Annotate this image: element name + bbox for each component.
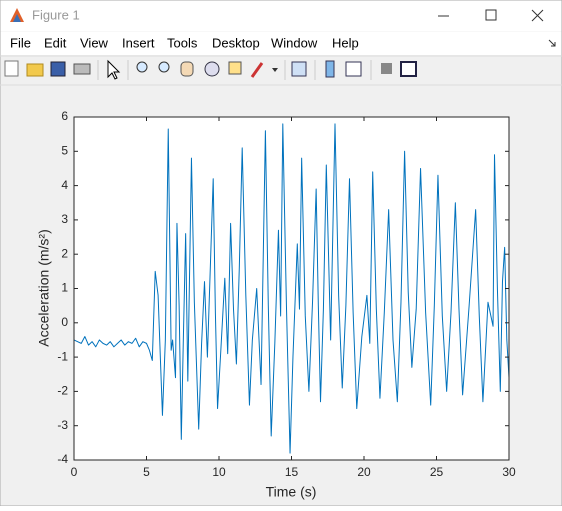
x-tick-label: 10	[212, 465, 226, 479]
maximize-button[interactable]	[485, 9, 497, 21]
x-tick-label: 20	[357, 465, 371, 479]
plot	[73, 123, 510, 454]
open-button[interactable]	[26, 63, 44, 77]
link-button[interactable]	[291, 61, 307, 77]
edit-plot-button[interactable]	[107, 59, 121, 80]
dock-button[interactable]	[548, 39, 556, 47]
menu-item[interactable]: View	[80, 35, 109, 50]
x-tick-label: 30	[502, 465, 516, 479]
x-tick-label: 5	[143, 465, 150, 479]
y-tick-label: 5	[61, 143, 68, 157]
zoom-out-button[interactable]	[158, 61, 170, 73]
show-tools-button[interactable]	[400, 61, 417, 77]
data-cursor-button[interactable]	[228, 61, 242, 75]
y-tick-label: 4	[61, 178, 68, 192]
y-tick-label: -1	[57, 349, 68, 363]
y-tick-label: -2	[57, 384, 68, 398]
menu-bar	[0, 32, 562, 55]
data-line	[73, 123, 510, 454]
close-button[interactable]	[531, 9, 544, 22]
rotate-button[interactable]	[204, 61, 220, 77]
x-tick-label: 0	[71, 465, 78, 479]
pan-button[interactable]	[180, 61, 194, 77]
y-tick-label: 0	[61, 315, 68, 329]
menu-item[interactable]: Window	[271, 35, 318, 50]
app-icon	[10, 8, 24, 22]
y-tick-label: -3	[57, 418, 68, 432]
title-bar	[0, 0, 562, 32]
zoom-in-button[interactable]	[136, 61, 148, 73]
colorbar-button[interactable]	[325, 60, 335, 78]
print-button[interactable]	[73, 63, 91, 75]
menu-item[interactable]: File	[10, 35, 31, 50]
y-tick-label: 2	[61, 246, 68, 260]
toolbar	[4, 59, 417, 80]
brush-menu[interactable]	[272, 68, 278, 72]
y-tick-label: 6	[61, 109, 68, 123]
menu-item[interactable]: Tools	[167, 35, 198, 50]
menu-item[interactable]: Desktop	[212, 35, 260, 50]
y-tick-label: -4	[57, 452, 68, 466]
x-tick-label: 25	[430, 465, 444, 479]
menu-item[interactable]: Help	[332, 35, 359, 50]
hide-tools-button[interactable]	[381, 63, 392, 74]
y-axis-label: Acceleration (m/s²)	[36, 229, 52, 346]
new-button[interactable]	[4, 60, 19, 77]
legend-button[interactable]	[345, 61, 362, 77]
menu-item[interactable]: Edit	[44, 35, 67, 50]
x-tick-label: 15	[285, 465, 299, 479]
menu-item[interactable]: Insert	[122, 35, 155, 50]
window-title: Figure 1	[32, 7, 80, 22]
y-tick-label: 3	[61, 212, 68, 226]
y-tick-label: 1	[61, 281, 68, 295]
brush-button[interactable]	[250, 62, 264, 78]
save-button[interactable]	[50, 61, 66, 77]
x-axis-label: Time (s)	[266, 484, 317, 500]
